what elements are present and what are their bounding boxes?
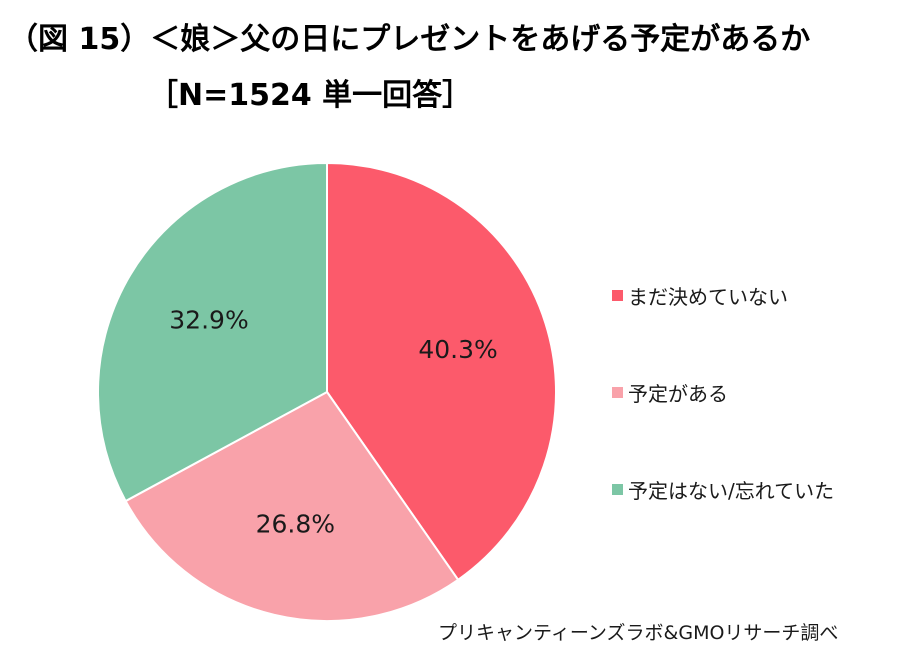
legend-swatch: [612, 483, 623, 495]
legend-swatch: [612, 289, 623, 301]
legend-item: まだ決めていない: [612, 282, 788, 309]
chart-title: （図 15）＜娘＞父の日にプレゼントをあげる予定があるか: [8, 22, 811, 57]
slice-value-label: 32.9%: [169, 306, 248, 335]
legend-label: まだ決めていない: [628, 284, 788, 309]
pie-slice: [326, 161, 557, 582]
pie-slice: [124, 390, 460, 622]
pie-slice: [97, 161, 328, 503]
legend-item: 予定がある: [612, 379, 728, 406]
slice-value-label: 40.3%: [418, 335, 497, 364]
chart-subtitle: ［N=1524 単一回答］: [148, 78, 473, 113]
slice-value-label: 26.8%: [256, 510, 335, 539]
source-note: プリキャンティーンズラボ&GMOリサーチ調べ: [438, 622, 839, 644]
legend-swatch: [612, 386, 623, 398]
legend-item: 予定はない/忘れていた: [612, 476, 835, 503]
legend-label: 予定がある: [628, 381, 728, 406]
legend-label: 予定はない/忘れていた: [628, 478, 835, 503]
